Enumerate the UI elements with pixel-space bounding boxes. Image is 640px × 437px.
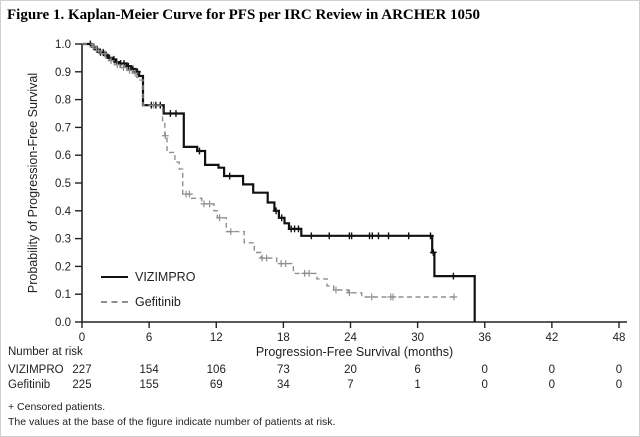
censor-mark-gefitinib — [113, 61, 121, 69]
censor-mark-vizimpro — [196, 147, 203, 155]
censor-mark-gefitinib — [150, 101, 157, 109]
censor-mark-gefitinib — [119, 64, 127, 72]
x-tick-label: 48 — [613, 332, 626, 344]
x-tick-label: 36 — [478, 332, 491, 344]
y-tick-label: 0.7 — [55, 122, 71, 134]
censor-mark-gefitinib — [332, 286, 340, 294]
censor-mark-vizimpro — [325, 232, 333, 240]
censor-mark-vizimpro — [385, 232, 392, 240]
censor-mark-gefitinib — [126, 67, 133, 74]
censor-mark-vizimpro — [125, 62, 132, 70]
number-at-risk-value: 1 — [414, 379, 421, 391]
number-at-risk-value: 0 — [615, 379, 623, 391]
censor-mark-gefitinib — [107, 57, 115, 65]
number-at-risk-value: 7 — [347, 379, 354, 391]
censor-mark-vizimpro — [427, 232, 434, 240]
legend-label: Gefitinib — [135, 295, 181, 309]
number-at-risk-value: 20 — [344, 364, 357, 376]
censor-mark-vizimpro — [348, 232, 356, 240]
y-axis-title: Probability of Progression-Free Survival — [26, 73, 40, 293]
number-at-risk-value: 0 — [481, 364, 488, 376]
censor-mark-vizimpro — [172, 110, 180, 117]
x-tick-label: 6 — [146, 332, 152, 344]
censor-mark-vizimpro — [368, 232, 376, 240]
number-at-risk-value: 225 — [72, 379, 92, 391]
censor-mark-gefitinib — [216, 214, 224, 222]
censor-mark-gefitinib — [389, 293, 397, 301]
x-tick-label: 0 — [79, 332, 85, 344]
y-tick-label: 0.9 — [55, 67, 71, 79]
number-at-risk-row-label-vizimpro: VIZIMPRO — [8, 364, 64, 376]
y-tick-label: 0.1 — [55, 289, 71, 301]
x-tick-label: 24 — [344, 332, 357, 344]
censor-mark-gefitinib — [263, 254, 270, 262]
axes: 0 6 12 18 24 30 36 42 48 0.0 0.1 0.2 0.3 0.4 0.5 0.6 0.7… — [55, 39, 627, 344]
legend-label: VIZIMPRO — [135, 270, 196, 284]
y-tick-label: 0.2 — [55, 261, 71, 273]
legend-item-vizimpro: VIZIMPRO — [101, 269, 195, 285]
y-tick-label: 0.5 — [55, 178, 71, 190]
censor-mark-gefitinib — [101, 50, 109, 58]
censor-mark-vizimpro — [278, 214, 286, 222]
censor-mark-gefitinib — [131, 69, 139, 77]
solid-line-sample — [101, 276, 128, 278]
censor-mark-vizimpro — [295, 225, 302, 233]
censor-mark-gefitinib — [368, 293, 376, 301]
number-at-risk-value: 73 — [276, 364, 290, 376]
censor-mark-vizimpro — [307, 232, 315, 240]
number-at-risk-value: 227 — [72, 364, 92, 376]
censor-mark-gefitinib — [95, 47, 103, 55]
censor-mark-vizimpro — [450, 272, 457, 280]
censor-mark-gefitinib — [282, 260, 290, 268]
footnote-values: The values at the base of the figure ind… — [8, 416, 336, 428]
x-tick-label: 30 — [411, 332, 424, 344]
number-at-risk-row-label-gefitinib: Gefitinib — [8, 379, 51, 391]
censor-mark-vizimpro — [226, 172, 234, 180]
y-tick-label: 0.6 — [55, 150, 71, 162]
x-tick-label: 42 — [545, 332, 558, 344]
censor-mark-vizimpro — [405, 232, 413, 240]
number-at-risk-heading: Number at risk — [8, 346, 83, 358]
censor-mark-gefitinib — [345, 289, 353, 297]
x-tick-label: 12 — [210, 332, 223, 344]
number-at-risk-value: 155 — [139, 379, 159, 391]
censor-mark-gefitinib — [206, 200, 213, 208]
figure-title: Figure 1. Kaplan-Meier Curve for PFS per… — [7, 7, 481, 23]
x-tick-label: 18 — [277, 332, 290, 344]
censor-mark-gefitinib — [89, 43, 97, 51]
censor-mark-gefitinib — [161, 132, 169, 140]
number-at-risk-value: 0 — [548, 379, 556, 391]
footnote-censored: + Censored patients. — [8, 401, 106, 413]
censor-mark-vizimpro — [272, 207, 280, 215]
censor-mark-gefitinib — [450, 293, 458, 301]
number-at-risk-value: 106 — [206, 364, 226, 376]
y-tick-label: 0.0 — [55, 317, 71, 329]
y-tick-label: 0.4 — [55, 206, 72, 218]
number-at-risk-value: 34 — [276, 379, 290, 391]
y-tick-label: 0.8 — [55, 95, 71, 107]
censor-mark-gefitinib — [305, 269, 313, 277]
number-at-risk-value: 0 — [481, 379, 488, 391]
x-axis-title: Progression-Free Survival (months) — [255, 345, 454, 359]
number-at-risk-value: 0 — [615, 364, 623, 376]
censor-mark-gefitinib — [227, 228, 235, 236]
dashed-line-sample — [101, 301, 128, 303]
censor-mark-vizimpro — [375, 232, 382, 240]
number-at-risk-value: 6 — [414, 364, 421, 376]
number-at-risk-value: 69 — [209, 379, 223, 391]
number-at-risk-value: 0 — [548, 364, 556, 376]
number-at-risk-value: 154 — [139, 364, 159, 376]
censor-mark-vizimpro — [429, 249, 437, 256]
censor-mark-gefitinib — [186, 190, 193, 198]
km-curves — [82, 40, 476, 322]
legend-item-gefitinib: Gefitinib — [101, 294, 181, 310]
km-curve-gefitinib — [82, 43, 456, 298]
y-tick-label: 1.0 — [55, 39, 71, 51]
y-tick-label: 0.3 — [55, 234, 71, 246]
